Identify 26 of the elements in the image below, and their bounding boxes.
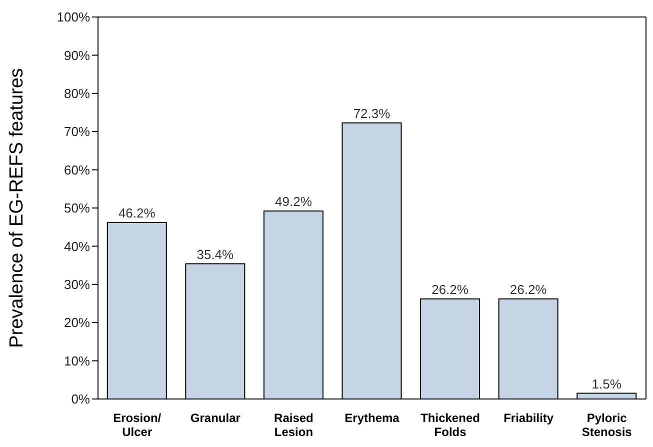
y-axis-title: Prevalence of EG-REFS features [6, 68, 28, 348]
y-tick-label: 70% [64, 124, 90, 140]
x-tick-label: Erythema [344, 411, 400, 425]
y-tick-label: 40% [64, 238, 90, 254]
y-tick-label: 90% [64, 48, 90, 63]
y-tick-label: 10% [64, 353, 90, 368]
y-tick-label: 80% [64, 86, 90, 102]
data-label: 49.2% [275, 194, 312, 210]
data-label: 46.2% [118, 206, 156, 221]
x-tick-label: Pyloric Stenosis [582, 411, 632, 439]
x-tick-label: Erosion/ Ulcer [113, 411, 162, 439]
x-tick-label: Thickened Folds [420, 411, 480, 439]
data-label: 35.4% [196, 246, 234, 262]
y-tick-label: 0% [71, 392, 90, 407]
y-tick-label: 30% [64, 277, 90, 292]
x-tick-label: Granular [190, 411, 241, 425]
y-tick-label: 60% [64, 162, 90, 178]
y-tick-label: 50% [64, 200, 90, 216]
y-tick-label: 20% [64, 315, 90, 330]
data-label: 72.3% [353, 106, 391, 121]
x-tick-label: Raised Lesion [274, 411, 314, 439]
data-label: 26.2% [510, 282, 548, 297]
data-label: 26.2% [432, 282, 469, 297]
y-tick-label: 100% [56, 10, 90, 25]
data-label: 1.5% [592, 376, 622, 392]
x-tick-label: Friability [504, 411, 554, 425]
